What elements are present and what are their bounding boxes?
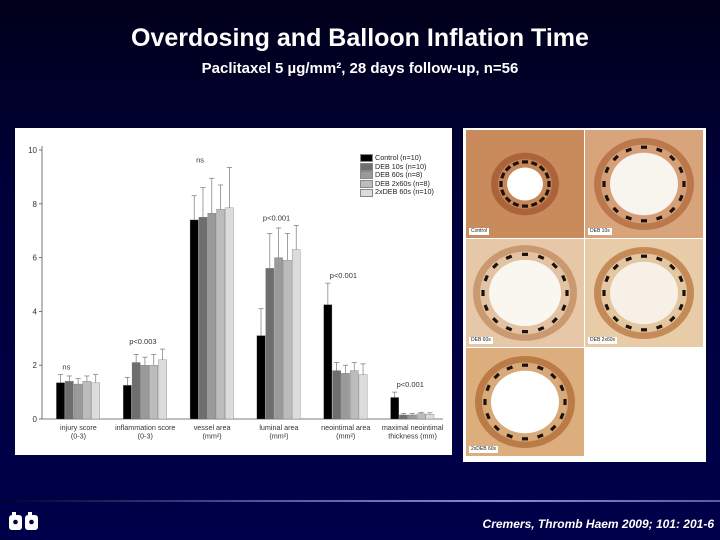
y-tick-label: 10	[28, 146, 37, 155]
x-category-label: (0-3)	[71, 432, 86, 441]
significance-label: p<0.001	[397, 380, 424, 389]
significance-label: p<0.001	[263, 213, 290, 222]
bar	[274, 257, 283, 420]
significance-label: p<0.001	[330, 271, 357, 280]
bar	[123, 385, 132, 420]
legend-item: Control (n=10)	[360, 153, 434, 163]
bar	[265, 268, 275, 420]
bar	[158, 359, 167, 420]
vessel-cross-section-icon	[585, 239, 703, 347]
photo-label: DEB 10s	[588, 228, 612, 235]
bar	[425, 414, 435, 420]
photo-label: Control	[469, 228, 490, 235]
significance-label: p<0.003	[129, 337, 156, 346]
bar	[131, 362, 141, 420]
y-tick-label: 8	[33, 200, 38, 209]
slide-subtitle: Paclitaxel 5 µg/mm², 28 days follow-up, …	[201, 60, 519, 77]
y-tick-label: 6	[33, 254, 38, 263]
legend-swatch	[360, 154, 373, 163]
vessel-cross-section-icon	[466, 239, 584, 347]
x-category-label: (0-3)	[138, 432, 153, 441]
photo-label: 2xDEB 60s	[469, 446, 499, 453]
x-category-label: (mm²)	[269, 432, 288, 441]
x-category-label: vessel area	[194, 423, 231, 432]
legend-label: Control (n=10)	[375, 153, 422, 162]
y-tick-label: 4	[33, 307, 38, 316]
citation: Cremers, Thromb Haem 2009; 101: 201-6	[482, 517, 714, 531]
bar	[140, 365, 150, 420]
x-category-label: injury score	[60, 423, 97, 432]
bar	[341, 373, 350, 420]
bar	[408, 414, 417, 420]
histology-photo-panel: Control DEB 10s DEB 60s DEB 2x60s	[463, 128, 706, 462]
y-tick-label: 0	[33, 415, 38, 424]
bar	[416, 413, 426, 420]
bar	[56, 382, 65, 420]
legend-label: DEB 60s (n=8)	[375, 170, 423, 180]
bar	[323, 304, 333, 420]
bar	[149, 365, 158, 420]
slide-title: Overdosing and Balloon Inflation Time	[131, 24, 589, 52]
vessel-cross-section-icon	[585, 130, 703, 238]
legend-label: DEB 2x60s (n=8)	[375, 178, 430, 188]
x-category-label: (mm²)	[203, 432, 222, 441]
footer-divider	[0, 500, 720, 502]
bar	[358, 374, 368, 420]
legend-swatch	[360, 162, 373, 171]
photo-label: DEB 60s	[469, 337, 493, 344]
bar	[256, 335, 266, 420]
bar	[91, 382, 100, 420]
legend-label: 2xDEB 60s (n=10)	[375, 187, 434, 197]
x-category-label: maximal neointimal	[382, 423, 444, 432]
bar	[82, 381, 92, 420]
bar	[65, 381, 74, 420]
significance-label: ns	[196, 155, 204, 164]
legend-swatch	[360, 188, 373, 197]
bar	[399, 414, 408, 420]
x-category-label: luminal area	[259, 423, 298, 432]
chart-legend: Control (n=10) DEB 10s (n=10) DEB 60s (n=8…	[360, 153, 434, 197]
y-tick-label: 2	[33, 361, 38, 370]
legend-swatch	[360, 180, 373, 189]
histology-image: DEB 60s	[466, 239, 584, 347]
x-category-label: inflammation score	[115, 423, 175, 432]
bar	[207, 213, 217, 420]
legend-item: DEB 10s (n=10)	[360, 161, 434, 172]
vessel-cross-section-icon	[466, 130, 584, 238]
bar	[225, 207, 234, 420]
x-category-label: (mm²)	[336, 432, 355, 441]
significance-label: ns	[62, 363, 70, 372]
histology-image: DEB 2x60s	[585, 239, 703, 347]
histology-image: Control	[466, 130, 584, 238]
logo-icon	[9, 512, 38, 530]
bar	[73, 383, 83, 420]
bar	[189, 219, 199, 420]
bar	[332, 370, 341, 420]
bar	[198, 217, 208, 420]
x-category-label: neointimal area	[321, 423, 370, 432]
legend-item: DEB 60s (n=8)	[360, 171, 434, 180]
bar	[283, 260, 292, 420]
histology-image: 2xDEB 60s	[466, 348, 584, 456]
photo-label: DEB 2x60s	[588, 337, 618, 344]
legend-item: 2xDEB 60s (n=10)	[360, 188, 434, 197]
vessel-cross-section-icon	[466, 348, 584, 456]
bar	[216, 209, 225, 420]
x-category-label: thickness (mm)	[388, 432, 437, 441]
bar	[390, 397, 399, 420]
legend-item: DEB 2x60s (n=8)	[360, 178, 434, 189]
histology-image: DEB 10s	[585, 130, 703, 238]
legend-swatch	[360, 171, 373, 180]
bar	[291, 249, 301, 420]
chart-panel: 0 2 4 6 8 10 ns injury score (0-3) p<0.003 inflamm…	[15, 128, 452, 455]
bar	[349, 370, 359, 420]
legend-label: DEB 10s (n=10)	[375, 161, 427, 171]
